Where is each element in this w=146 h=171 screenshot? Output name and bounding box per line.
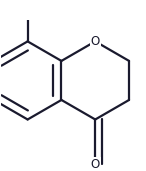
Text: CH₃: CH₃ <box>18 0 37 2</box>
Text: O: O <box>91 35 100 48</box>
Text: O: O <box>91 158 100 171</box>
